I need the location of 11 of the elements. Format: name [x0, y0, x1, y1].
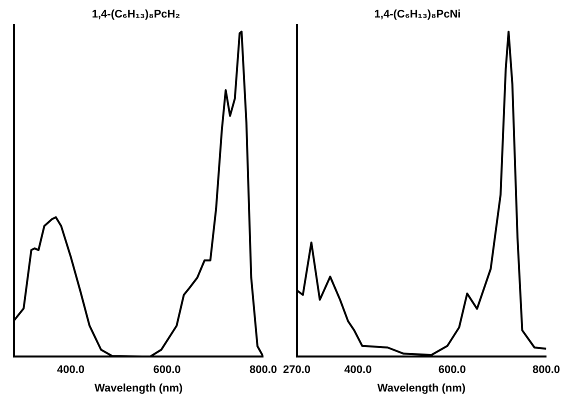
x-tick-label: 800.0 — [532, 364, 560, 376]
x-tick-label: 600.0 — [438, 364, 466, 376]
chart-title: 1,4-(C₆H₁₃)₈PcNi — [374, 8, 461, 21]
chart-title: 1,4-(C₆H₁₃)₈PcH₂ — [92, 8, 180, 21]
x-axis-title: Wavelength (nm) — [94, 382, 184, 394]
x-tick-label: 400.0 — [344, 364, 372, 376]
x-tick-label: 600.0 — [153, 364, 181, 376]
x-tick-label: 800.0 — [249, 364, 277, 376]
x-tick-label: 270.0 — [283, 364, 311, 376]
x-tick-label: 400.0 — [57, 364, 85, 376]
x-axis-title: Wavelength (nm) — [377, 382, 466, 394]
